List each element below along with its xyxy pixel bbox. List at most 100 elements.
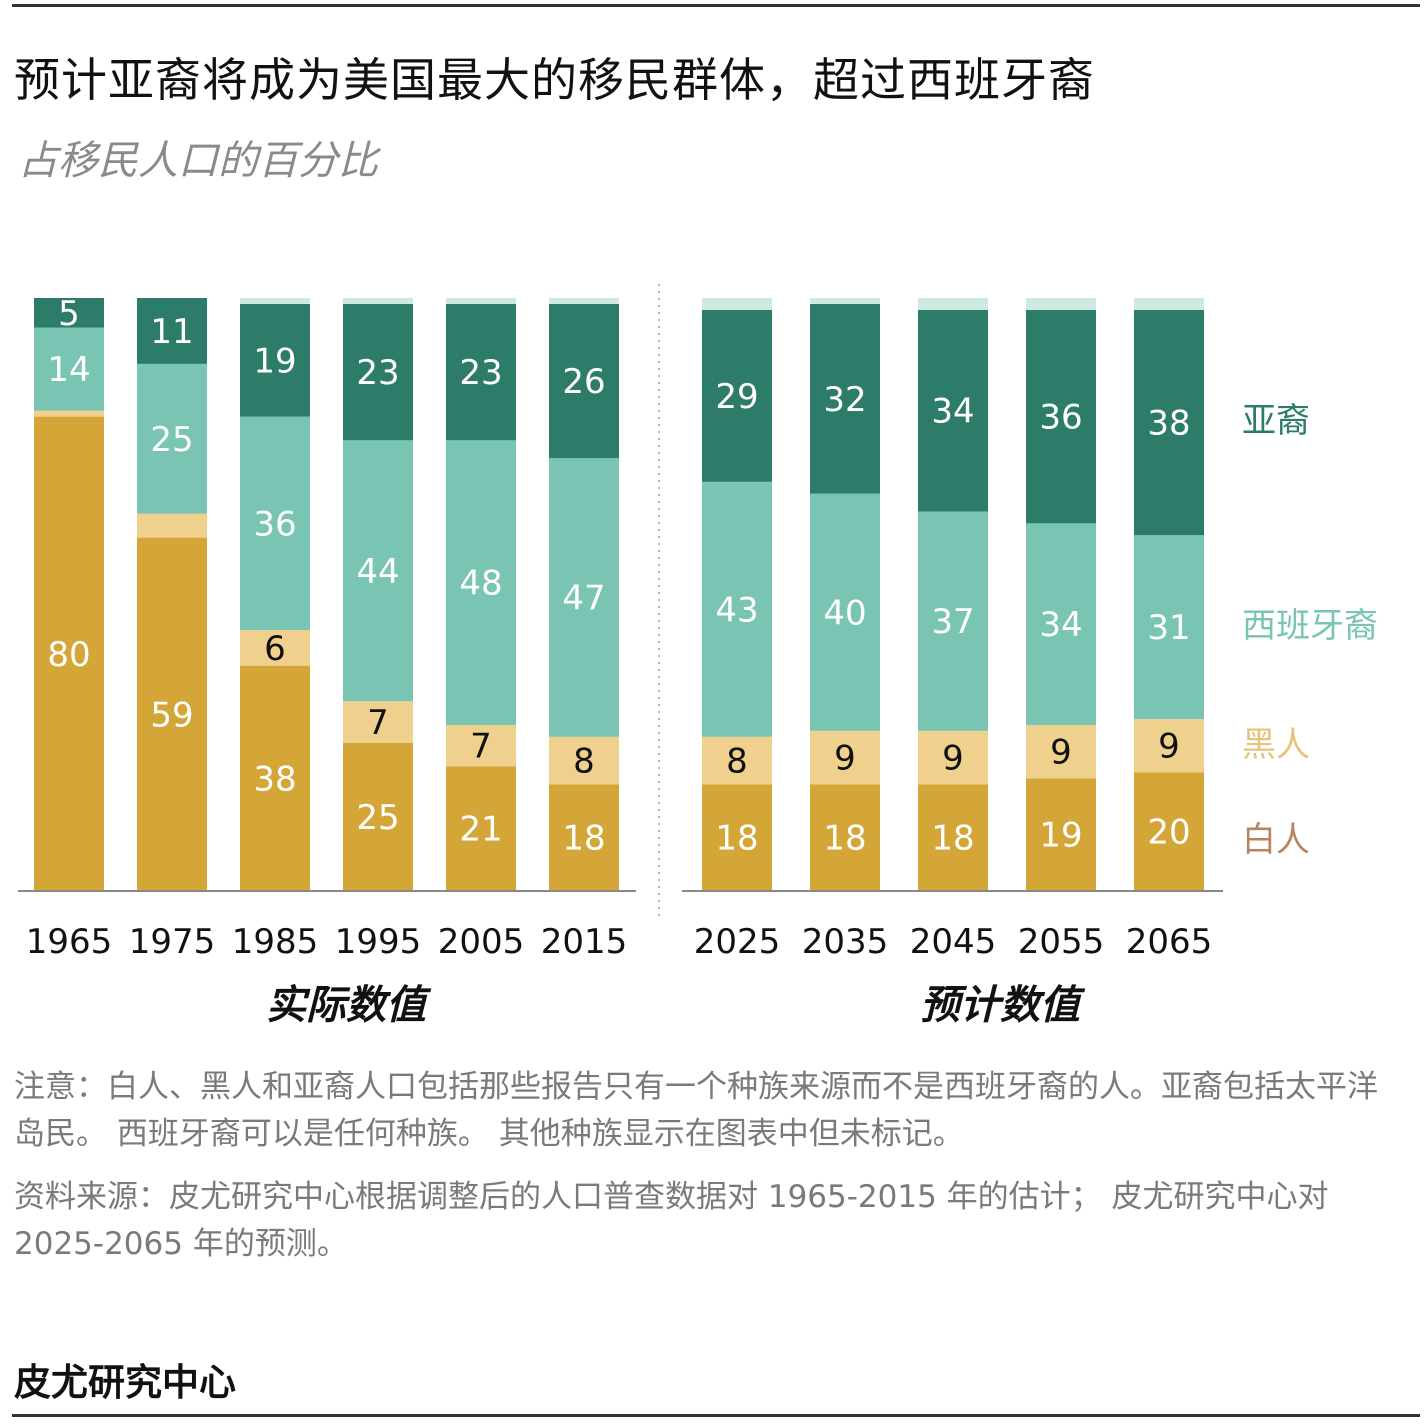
x-tick-label: 2065 [1126,922,1213,962]
data-label: 43 [715,590,758,630]
data-label: 40 [823,593,866,633]
bar-segment [446,766,516,891]
data-label: 23 [356,353,399,393]
bar-segment [702,736,772,785]
x-tick-label: 1975 [129,922,216,962]
x-tick-label: 1965 [26,922,113,962]
bar-segment [810,298,880,304]
bar-segment [549,303,619,459]
bar-segment [918,730,988,785]
bar-segment [1026,778,1096,891]
bar-segment [702,298,772,310]
bar-segment [549,784,619,891]
note-text: 注意：白人、黑人和亚裔人口包括那些报告只有一个种族来源而不是西班牙裔的人。亚裔包… [14,1069,1378,1152]
data-label: 8 [726,742,748,782]
bar-segment [918,298,988,310]
data-label: 9 [942,739,964,779]
data-label: 18 [715,819,758,859]
data-label: 26 [562,362,605,402]
bar-segment [240,416,310,631]
data-label: 34 [1039,605,1082,645]
data-label: 19 [253,341,296,381]
org-name: 皮尤研究中心 [14,1361,236,1404]
bar-segment [1026,724,1096,779]
legend-label: 白人 [1242,820,1310,860]
legend-label: 亚裔 [1242,401,1310,441]
bar-segment [240,298,310,304]
x-tick-label: 2035 [802,922,889,962]
bar-segment [446,440,516,725]
bar-segment [240,665,310,891]
x-tick-label: 1995 [335,922,422,962]
bar-segment [810,784,880,891]
data-label: 25 [150,420,193,460]
data-label: 9 [1050,733,1072,773]
bar-segment [1134,535,1204,720]
data-label: 6 [264,629,286,669]
bottom-rule [12,1414,1420,1417]
data-label: 20 [1147,813,1190,853]
bar-segment [137,363,207,514]
bar-segment [810,303,880,494]
bar-segment [702,784,772,891]
x-tick-label: 2005 [438,922,525,962]
bar-segment [343,298,413,304]
data-label: 32 [823,380,866,420]
group-label: 实际数值 [266,982,432,1029]
bar-segment [34,327,104,411]
bar-segment [34,410,104,417]
bar-segment [810,493,880,731]
data-label: 36 [253,504,296,544]
group-label: 预计数值 [920,982,1086,1029]
data-label: 47 [562,578,605,618]
bar-segment [702,309,772,482]
x-tick-label: 2045 [910,922,997,962]
bar-segment [343,440,413,702]
notes-block: 注意：白人、黑人和亚裔人口包括那些报告只有一个种族来源而不是西班牙裔的人。亚裔包… [14,1064,1404,1268]
bar-segment [137,537,207,891]
data-label: 36 [1039,398,1082,438]
data-label: 25 [356,798,399,838]
data-label: 37 [931,602,974,642]
bar-segment [34,298,104,328]
bar-segment [549,298,619,304]
bar-segment [918,511,988,731]
x-tick-label: 2015 [541,922,628,962]
bar-segment [549,736,619,785]
bar-segment [240,303,310,417]
data-label: 38 [1147,404,1190,444]
bar-segment [1134,719,1204,773]
data-label: 59 [150,695,193,735]
data-label: 44 [356,552,399,592]
stacked-bar-chart: 8014519655925111975386361919852574423199… [18,284,1378,1029]
top-rule [12,4,1420,7]
data-label: 18 [562,819,605,859]
data-label: 23 [459,353,502,393]
bar-segment [918,309,988,512]
data-label: 21 [459,810,502,850]
bar-segment [446,303,516,441]
bar-segment [137,513,207,538]
x-tick-label: 1985 [232,922,319,962]
data-label: 34 [931,392,974,432]
data-label: 18 [931,819,974,859]
data-label: 48 [459,564,502,604]
bar-segment [240,630,310,666]
bar-segment [1026,523,1096,725]
bar-segment [1026,298,1096,310]
data-label: 80 [47,635,90,675]
legend-label: 西班牙裔 [1242,606,1378,646]
bar-segment [343,742,413,891]
data-label: 14 [47,350,90,390]
legend-label: 黑人 [1242,725,1310,765]
chart-subtitle: 占移民人口的百分比 [18,138,378,184]
bar-segment [1026,309,1096,524]
data-label: 18 [823,819,866,859]
data-label: 8 [573,742,595,782]
chart-title: 预计亚裔将成为美国最大的移民群体，超过西班牙裔 [14,53,1095,107]
data-label: 7 [367,703,389,743]
x-tick-label: 2025 [694,922,781,962]
data-label: 9 [834,739,856,779]
bar-segment [1134,298,1204,310]
data-label: 7 [470,727,492,767]
